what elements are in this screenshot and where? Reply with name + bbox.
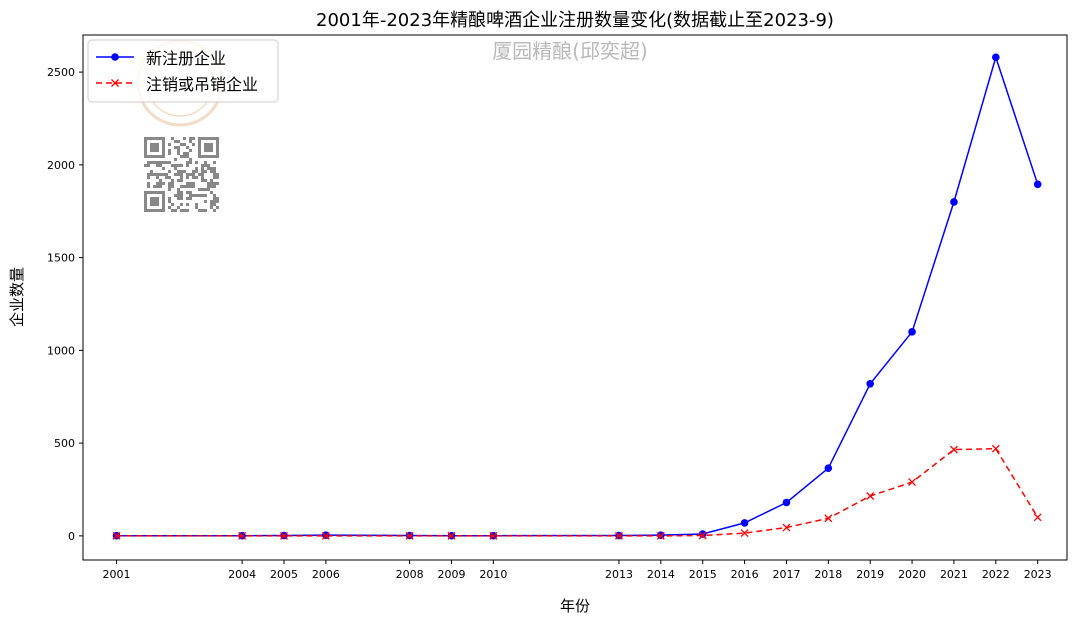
x-axis-ticks: 2001 2004 2005 2006 2008 2009 2010 2013 2014 2015… <box>102 560 1052 581</box>
series-0-point <box>992 53 1000 62</box>
series-0-point <box>824 464 833 472</box>
legend: 新注册企业 注销或吊销企业 <box>87 39 279 103</box>
series-1-point <box>1033 513 1042 522</box>
series-1-point <box>782 523 791 532</box>
y-tick-label: 2000 <box>47 159 75 172</box>
series-1-point <box>866 492 875 500</box>
series-0-point <box>1033 180 1042 189</box>
plot-axes <box>82 34 1068 561</box>
y-tick-label: 1500 <box>47 252 75 265</box>
series-1-point <box>280 531 288 540</box>
series-1-point <box>908 478 917 487</box>
legend-marker-0 <box>111 53 119 61</box>
series-1-point <box>740 529 749 538</box>
series-1-point <box>238 531 247 540</box>
x-tick-label: 2021 <box>940 568 968 581</box>
series-0-point <box>782 498 791 507</box>
x-axis-label: 年份 <box>560 597 590 615</box>
chart-title: 2001年-2023年精酿啤酒企业注册数量变化(数据截止至2023-9) <box>316 10 834 31</box>
series-1-point <box>656 531 665 540</box>
legend-marker-1 <box>111 79 119 87</box>
qr-code-image <box>144 137 219 212</box>
series-1-point <box>112 531 121 540</box>
y-axis-ticks: 0 500 1000 1500 2000 2500 <box>47 66 83 543</box>
x-tick-label: 2017 <box>772 568 800 581</box>
x-tick-label: 2001 <box>102 568 130 581</box>
x-tick-label: 2010 <box>479 568 507 581</box>
x-tick-label: 2004 <box>228 568 256 581</box>
series-0-point <box>740 519 749 527</box>
x-tick-label: 2009 <box>437 568 465 581</box>
series-1-point <box>615 531 623 540</box>
series-0-point <box>866 379 874 388</box>
x-tick-label: 2018 <box>814 568 842 581</box>
legend-label-cancelled: 注销或吊销企业 <box>146 75 258 94</box>
y-tick-label: 1000 <box>47 344 75 357</box>
series-1-point <box>949 445 958 454</box>
x-tick-label: 2023 <box>1024 568 1052 581</box>
x-tick-label: 2015 <box>689 568 717 581</box>
x-tick-label: 2013 <box>605 568 633 581</box>
series-0-point <box>698 530 707 538</box>
series-1-point <box>447 531 456 540</box>
x-tick-label: 2022 <box>982 568 1010 581</box>
series-lines <box>112 53 1042 540</box>
x-tick-label: 2016 <box>731 568 759 581</box>
series-line-1 <box>116 447 1039 537</box>
x-tick-label: 2008 <box>396 568 424 581</box>
x-tick-label: 2020 <box>898 568 926 581</box>
x-tick-label: 2014 <box>647 568 675 581</box>
watermark-text: 厦园精酿(邱奕超) <box>492 39 648 63</box>
series-1-point <box>489 531 498 540</box>
series-1-point <box>698 531 707 540</box>
y-tick-label: 0 <box>68 530 75 543</box>
plot-frame <box>82 34 1068 561</box>
series-1-point <box>405 531 414 540</box>
series-0-point <box>908 328 916 336</box>
series-1-point <box>321 531 330 540</box>
y-tick-label: 2500 <box>47 66 75 79</box>
series-1-point <box>824 514 833 523</box>
y-tick-label: 500 <box>54 437 75 450</box>
legend-box <box>87 39 279 103</box>
y-axis-label: 企业数量 <box>8 267 26 327</box>
x-tick-label: 2019 <box>856 568 884 581</box>
legend-items <box>96 53 134 87</box>
x-tick-label: 2006 <box>312 568 340 581</box>
series-0-point <box>950 198 958 206</box>
series-1-point <box>991 444 1000 453</box>
legend-label-new: 新注册企业 <box>146 49 226 68</box>
x-tick-label: 2005 <box>270 568 298 581</box>
